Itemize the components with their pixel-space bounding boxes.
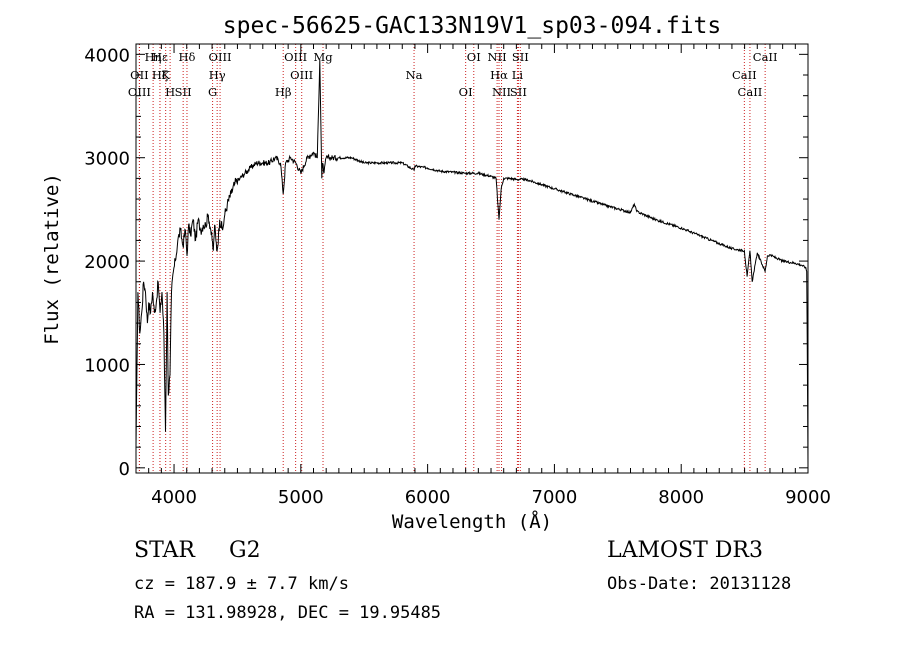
line-label: Mg [313, 50, 333, 64]
line-label: Li [512, 68, 524, 82]
obs-date: Obs-Date: 20131128 [607, 574, 792, 594]
survey-name: LAMOST DR3 [607, 538, 763, 563]
spectrum-line [135, 59, 809, 468]
line-label: OIII [209, 50, 232, 64]
x-tick-label: 8000 [658, 487, 704, 508]
line-label: OI [459, 85, 473, 99]
line-label: Hγ [209, 68, 226, 82]
redshift-text: cz = 187.9 ± 7.7 km/s [134, 574, 349, 594]
y-tick-label: 1000 [84, 355, 130, 376]
line-label: OIII [128, 85, 151, 99]
line-label: H [165, 85, 175, 99]
y-axis-ticks: 0 1000 2000 3000 4000 [84, 45, 808, 480]
line-label: G [208, 85, 217, 99]
line-label: CaII [732, 68, 757, 82]
y-tick-label: 4000 [84, 45, 130, 66]
line-label: Hη [145, 50, 162, 64]
line-label: K [161, 68, 170, 82]
line-label: Hε [152, 50, 168, 64]
line-label: Hζ [152, 68, 168, 82]
line-label: OIII [290, 68, 313, 82]
line-label: Hα [490, 68, 508, 82]
emission-line-labels: HδOIIOIIIHεKHHηHζSIIOIIIHγGOIIIOIIIHβMgN… [128, 50, 778, 99]
line-label: Hδ [178, 50, 195, 64]
x-tick-label: 5000 [278, 487, 324, 508]
y-tick-label: 2000 [84, 252, 130, 273]
line-label: SII [175, 85, 192, 99]
y-axis-label: Flux (relative) [41, 173, 63, 345]
line-label: Hβ [275, 85, 292, 99]
x-tick-label: 6000 [405, 487, 451, 508]
class-value: STAR [134, 538, 195, 563]
subclass-value: G2 [229, 538, 261, 563]
line-label: SII [512, 50, 529, 64]
line-label: CaII [753, 50, 778, 64]
chart-title: spec-56625-GAC133N19V1_sp03-094.fits [223, 13, 722, 39]
line-label: CaII [738, 85, 763, 99]
emission-line-markers [138, 44, 766, 473]
line-label: OIII [284, 50, 307, 64]
x-tick-label: 7000 [532, 487, 578, 508]
coordinates-text: RA = 131.98928, DEC = 19.95485 [134, 603, 442, 623]
line-label: Na [406, 68, 423, 82]
y-tick-label: 0 [119, 459, 130, 480]
x-tick-label: 4000 [151, 487, 197, 508]
x-axis-ticks: 4000 5000 6000 7000 8000 9000 [148, 44, 831, 508]
line-label: SII [510, 85, 527, 99]
y-tick-label: 3000 [84, 149, 130, 170]
x-axis-label: Wavelength (Å) [392, 510, 552, 533]
line-label: NII [492, 85, 511, 99]
line-label: OI [467, 50, 481, 64]
spectral-class: STAR G2 [134, 538, 261, 563]
plot-frame [135, 43, 809, 474]
x-tick-label: 9000 [785, 487, 831, 508]
line-label: NII [488, 50, 507, 64]
